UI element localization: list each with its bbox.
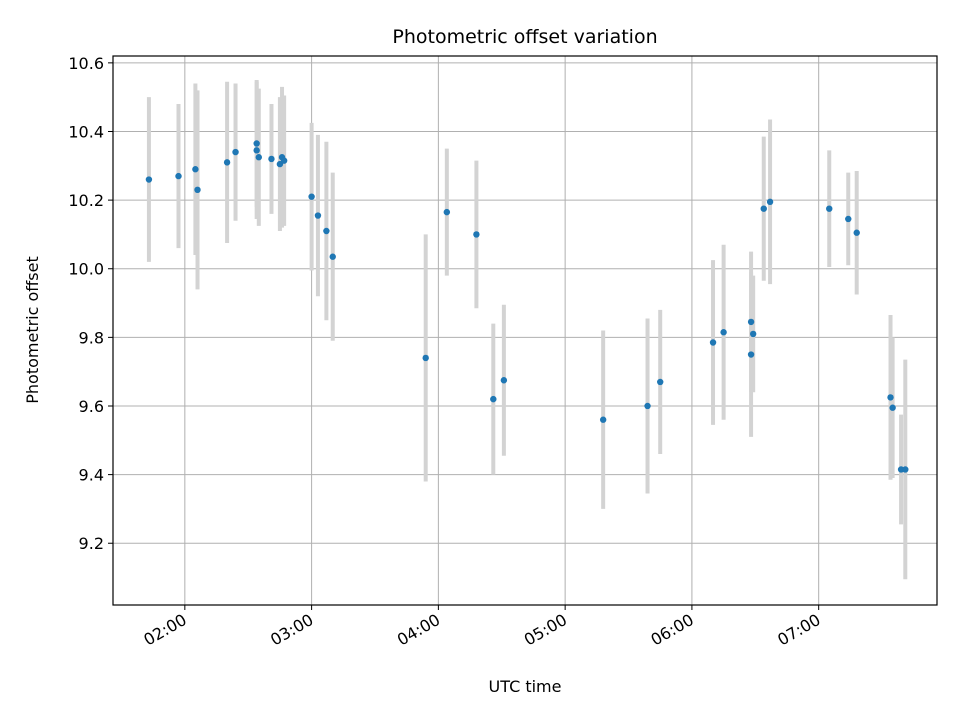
- data-point: [194, 186, 201, 194]
- data-point: [747, 318, 755, 326]
- data-point: [192, 166, 199, 173]
- data-point: [902, 466, 909, 473]
- x-axis-label: UTC time: [489, 677, 562, 696]
- data-point: [826, 205, 833, 212]
- data-point: [720, 329, 727, 336]
- y-axis-label: Photometric offset: [23, 256, 42, 404]
- chart-title: Photometric offset variation: [392, 26, 657, 48]
- data-point: [253, 140, 260, 147]
- data-points: [145, 140, 909, 473]
- data-point: [276, 160, 284, 168]
- data-point: [887, 394, 894, 401]
- data-point: [329, 253, 336, 260]
- y-tick-label: 10.4: [68, 122, 104, 141]
- data-point: [253, 147, 260, 154]
- y-tick-label: 9.2: [79, 534, 104, 553]
- data-point: [709, 339, 717, 346]
- data-point: [314, 212, 322, 219]
- data-point: [889, 404, 896, 411]
- data-point: [599, 416, 607, 423]
- data-point: [308, 193, 315, 200]
- y-tick-label: 9.6: [79, 397, 104, 416]
- y-tick-label: 10.2: [68, 191, 104, 210]
- data-point: [323, 227, 330, 235]
- grid-lines: [113, 56, 937, 605]
- data-point: [766, 198, 774, 206]
- data-point: [223, 159, 231, 166]
- y-tick-label: 10.0: [68, 260, 104, 279]
- y-tick-label: 9.4: [79, 466, 104, 485]
- data-point: [473, 231, 480, 238]
- data-point: [749, 330, 757, 338]
- data-point: [145, 176, 153, 183]
- plot-area-frame: [112, 55, 938, 606]
- y-tick-label: 10.6: [68, 54, 104, 73]
- y-tick-label: 9.8: [79, 328, 104, 347]
- data-point: [422, 354, 429, 362]
- data-point: [255, 154, 262, 161]
- data-point: [443, 208, 451, 216]
- data-point: [490, 395, 497, 403]
- data-point: [232, 148, 239, 156]
- data-point: [268, 155, 275, 163]
- data-point: [175, 172, 182, 180]
- data-point: [853, 229, 860, 236]
- data-point: [644, 402, 651, 410]
- data-point: [747, 351, 755, 358]
- data-point: [500, 377, 508, 384]
- data-point: [760, 205, 767, 212]
- data-point: [657, 378, 664, 386]
- data-point: [280, 157, 288, 164]
- y-axis-ticks: 9.2 9.4 9.6 9.8 10.0 10.2 10.4 10.6: [68, 54, 113, 553]
- data-point: [845, 215, 852, 223]
